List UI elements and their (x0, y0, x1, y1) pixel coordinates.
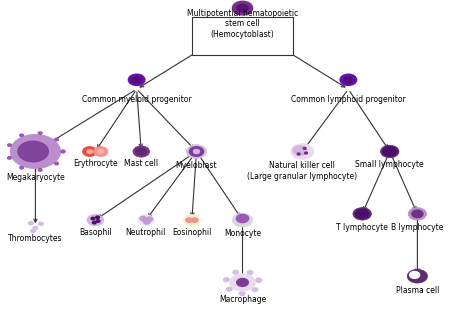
Circle shape (38, 222, 43, 226)
Circle shape (229, 274, 255, 291)
Circle shape (96, 216, 100, 219)
Circle shape (144, 220, 150, 224)
Circle shape (91, 217, 95, 220)
Text: Myeloblast: Myeloblast (176, 161, 217, 170)
Circle shape (55, 138, 58, 141)
Circle shape (8, 157, 11, 159)
Text: Neutrophil: Neutrophil (126, 228, 166, 237)
Circle shape (237, 4, 248, 12)
Text: Small lymphocyte: Small lymphocyte (356, 160, 424, 169)
Circle shape (383, 147, 397, 156)
Circle shape (191, 218, 198, 222)
Circle shape (303, 147, 306, 149)
Circle shape (137, 215, 154, 226)
Text: Plasma cell: Plasma cell (396, 286, 439, 295)
Text: Macrophage: Macrophage (219, 295, 266, 304)
Circle shape (87, 150, 92, 153)
Circle shape (94, 147, 108, 156)
Circle shape (291, 144, 314, 159)
Text: Eosinophil: Eosinophil (172, 228, 211, 237)
Circle shape (183, 215, 200, 226)
Text: Monocyte: Monocyte (224, 229, 261, 238)
Circle shape (305, 152, 308, 154)
Circle shape (353, 208, 371, 220)
Circle shape (256, 278, 262, 282)
Circle shape (20, 166, 23, 169)
Circle shape (146, 217, 153, 221)
Circle shape (356, 209, 369, 218)
Text: Mast cell: Mast cell (124, 159, 158, 168)
Circle shape (239, 292, 245, 295)
Circle shape (83, 147, 97, 156)
Text: Megakaryocyte: Megakaryocyte (6, 173, 65, 182)
Circle shape (233, 270, 238, 274)
Circle shape (190, 147, 203, 156)
Circle shape (18, 141, 48, 162)
Circle shape (133, 146, 149, 157)
Circle shape (224, 278, 229, 282)
Text: Thrombocytes: Thrombocytes (8, 234, 63, 243)
Circle shape (412, 210, 423, 218)
Circle shape (193, 149, 200, 154)
Text: T lymphocyte: T lymphocyte (336, 223, 388, 232)
Circle shape (61, 150, 65, 153)
Text: Multipotential hematopoietic
stem cell
(Hemocytoblast): Multipotential hematopoietic stem cell (… (187, 9, 298, 39)
Circle shape (98, 150, 103, 153)
Circle shape (186, 218, 192, 222)
Circle shape (28, 222, 33, 225)
Circle shape (340, 74, 356, 85)
FancyBboxPatch shape (192, 17, 293, 55)
Circle shape (232, 213, 253, 227)
Circle shape (92, 221, 96, 224)
Circle shape (38, 132, 42, 134)
Circle shape (31, 229, 36, 232)
Circle shape (20, 134, 23, 137)
Circle shape (256, 278, 262, 282)
Circle shape (33, 226, 38, 229)
Circle shape (61, 150, 65, 153)
Text: Common myeloid progenitor: Common myeloid progenitor (82, 95, 191, 104)
Circle shape (253, 288, 258, 291)
Circle shape (297, 153, 300, 155)
Circle shape (237, 215, 248, 223)
Circle shape (232, 1, 253, 15)
Circle shape (186, 145, 207, 158)
Circle shape (8, 144, 11, 146)
Circle shape (247, 271, 253, 274)
Circle shape (87, 215, 103, 226)
Circle shape (132, 77, 141, 83)
Circle shape (237, 278, 248, 286)
Circle shape (408, 208, 427, 220)
Circle shape (128, 74, 145, 85)
Circle shape (381, 145, 399, 158)
Circle shape (38, 169, 42, 171)
Text: Natural killer cell
(Large granular lymphocyte): Natural killer cell (Large granular lymp… (247, 162, 357, 181)
Circle shape (140, 216, 146, 221)
Circle shape (227, 287, 232, 291)
Text: Basophil: Basophil (79, 228, 111, 237)
Circle shape (407, 269, 428, 283)
Text: B lymphocyte: B lymphocyte (391, 223, 444, 232)
Text: Common lymphoid progenitor: Common lymphoid progenitor (291, 95, 406, 104)
Circle shape (55, 162, 58, 165)
Circle shape (10, 135, 61, 169)
Circle shape (293, 146, 307, 155)
Circle shape (137, 148, 146, 155)
Text: Erythrocyte: Erythrocyte (73, 159, 118, 168)
Circle shape (344, 77, 353, 83)
Circle shape (96, 220, 100, 222)
Circle shape (410, 272, 419, 278)
